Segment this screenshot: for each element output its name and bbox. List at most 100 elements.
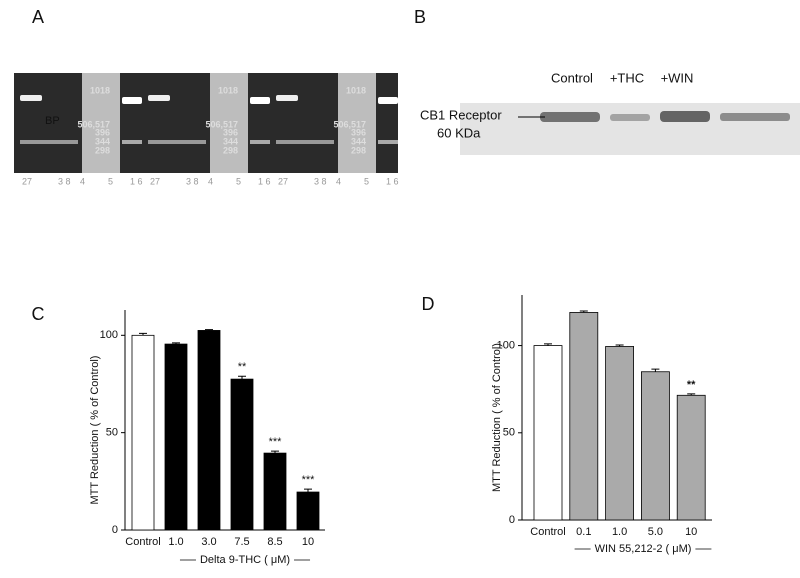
lane-label: 5	[236, 176, 241, 186]
ladder-label: 1018	[218, 85, 238, 95]
gel-background	[14, 73, 398, 173]
ladder-lane	[338, 73, 376, 173]
ladder-label: 1018	[90, 85, 110, 95]
bar	[263, 452, 287, 531]
bar	[676, 394, 706, 521]
x-axis-label: WIN 55,212-2 ( μM)	[595, 543, 692, 555]
lane-label: 3 8	[314, 176, 327, 186]
blot-band	[610, 114, 650, 121]
panel-label: C	[32, 304, 45, 324]
bar	[533, 345, 563, 521]
x-tick-label: 1.0	[612, 526, 627, 538]
ladder-label: 506,517	[205, 119, 238, 129]
y-tick-label: 0	[509, 514, 515, 526]
error-bar	[615, 344, 624, 347]
panel-label: D	[422, 294, 435, 314]
bar	[569, 312, 599, 521]
y-tick-label: 100	[497, 339, 515, 351]
gel-band	[276, 140, 334, 144]
gel-band	[250, 140, 270, 144]
band-size: 60 KDa	[437, 125, 481, 140]
y-tick-label: 50	[503, 427, 515, 439]
gel-band	[122, 97, 142, 104]
gel-band	[122, 140, 142, 144]
significance-mark: ***	[269, 436, 283, 448]
lane-label: 3 8	[186, 176, 199, 186]
significance-mark: **	[687, 379, 696, 391]
marker-label: BP	[45, 115, 60, 127]
gel-band	[20, 140, 78, 144]
error-bar	[271, 450, 279, 454]
ladder-label: 396	[95, 127, 110, 137]
lane-label: 1 6	[258, 176, 271, 186]
lane-label: 4	[80, 176, 85, 186]
x-tick-label: Control	[125, 536, 160, 548]
ladder-label: 344	[95, 136, 110, 146]
gel-band	[20, 95, 42, 101]
lane-label: 5	[108, 176, 113, 186]
x-tick-label: 1.0	[168, 536, 183, 548]
bar	[131, 334, 155, 531]
gel-band	[148, 95, 170, 101]
gel-band	[378, 140, 398, 144]
error-bar	[687, 393, 696, 396]
error-bar	[205, 329, 213, 331]
lane-label: +WIN	[661, 70, 694, 85]
lane-label: 27	[22, 176, 32, 186]
panel-label: A	[32, 7, 44, 27]
gel-band	[148, 140, 206, 144]
y-tick-label: 50	[106, 427, 118, 439]
lane-label: 5	[364, 176, 369, 186]
bar	[296, 491, 320, 531]
y-axis-label: MTT Reduction ( % of Control)	[89, 356, 101, 505]
ladder-label: 396	[351, 127, 366, 137]
error-bar	[304, 488, 312, 493]
lane-label: Control	[551, 70, 593, 85]
error-bar	[651, 368, 660, 372]
x-tick-label: 7.5	[234, 536, 249, 548]
x-axis-label: Delta 9-THC ( μM)	[200, 554, 290, 566]
blot-band	[720, 113, 790, 121]
blot-band	[660, 111, 710, 122]
ladder-label: 344	[351, 136, 366, 146]
bar	[641, 371, 670, 521]
x-tick-label: 3.0	[201, 536, 216, 548]
gel-band	[250, 97, 270, 104]
lane-label: 27	[150, 176, 160, 186]
bar	[605, 346, 634, 521]
blot-background	[460, 103, 800, 155]
bar	[197, 330, 221, 531]
ladder-label: 506,517	[333, 119, 366, 129]
error-bar	[172, 342, 180, 345]
error-bar	[238, 375, 246, 380]
x-tick-label: Control	[530, 526, 565, 538]
lane-label: 27	[278, 176, 288, 186]
significance-mark: ***	[302, 474, 316, 486]
y-tick-label: 100	[100, 329, 118, 341]
blot-band	[540, 112, 600, 122]
x-tick-label: 10	[302, 536, 314, 548]
ladder-label: 396	[223, 127, 238, 137]
x-tick-label: 5.0	[648, 526, 663, 538]
ladder-lane	[210, 73, 248, 173]
panel-label: B	[414, 7, 426, 27]
y-axis-label: MTT Reduction ( % of Control)	[491, 343, 503, 492]
significance-mark: **	[238, 361, 247, 373]
ladder-label: 1018	[346, 85, 366, 95]
lane-label: 3 8	[58, 176, 71, 186]
band-label: CB1 Receptor	[420, 107, 502, 122]
y-tick-label: 0	[112, 524, 118, 536]
lane-label: 4	[336, 176, 341, 186]
x-tick-label: 0.1	[576, 526, 591, 538]
ladder-label: 298	[223, 145, 238, 155]
gel-band	[276, 95, 298, 101]
ladder-lane	[82, 73, 120, 173]
lane-label: 4	[208, 176, 213, 186]
lane-label: 1 6	[130, 176, 143, 186]
ladder-label: 298	[95, 145, 110, 155]
lane-label: +THC	[610, 70, 644, 85]
error-bar	[139, 332, 147, 336]
western-blot: Control +THC +WIN CB1 Receptor 60 KDa	[420, 70, 800, 155]
